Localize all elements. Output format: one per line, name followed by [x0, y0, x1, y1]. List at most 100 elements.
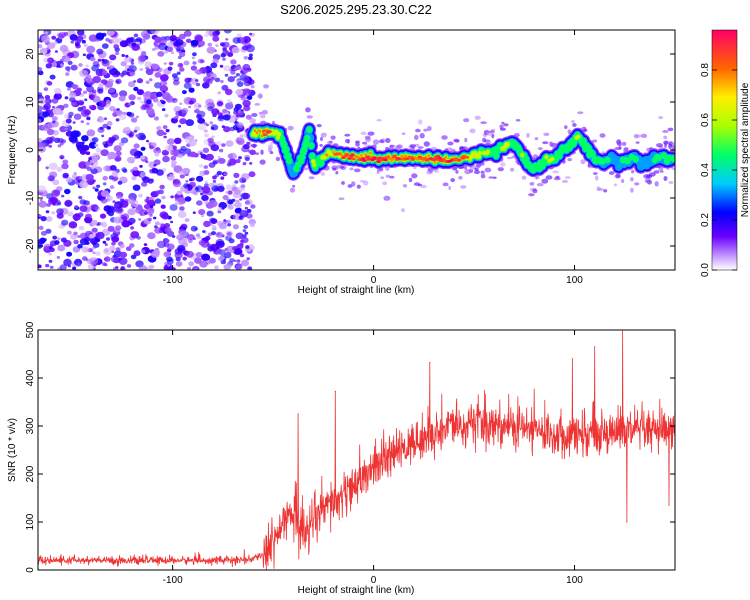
halo-speck — [261, 109, 268, 115]
noise-speck — [245, 114, 252, 120]
noise-speck — [141, 181, 148, 187]
noise-speck — [230, 59, 237, 65]
noise-speck — [38, 66, 43, 73]
noise-speck — [44, 31, 48, 35]
noise-speck — [67, 87, 71, 91]
noise-speck — [169, 204, 178, 211]
noise-speck — [79, 180, 89, 189]
noise-speck — [143, 243, 148, 247]
noise-speck — [163, 251, 171, 258]
noise-speck — [140, 30, 150, 38]
noise-speck — [189, 178, 193, 182]
noise-speck — [116, 108, 120, 111]
noise-speck — [176, 190, 183, 196]
noise-speck — [47, 42, 56, 49]
noise-speck — [144, 211, 148, 215]
halo-speck — [464, 169, 472, 175]
noise-speck — [102, 59, 108, 64]
noise-speck — [232, 37, 241, 44]
halo-speck — [668, 181, 674, 184]
halo-speck — [506, 156, 514, 160]
noise-speck — [233, 259, 237, 262]
noise-speck — [181, 107, 189, 114]
noise-speck — [195, 252, 203, 258]
noise-speck — [194, 108, 200, 114]
noise-speck — [77, 180, 81, 183]
y-tick-label: -10 — [25, 190, 36, 205]
noise-speck — [134, 155, 139, 160]
noise-speck — [235, 232, 244, 240]
halo-speck — [552, 170, 560, 174]
halo-speck — [380, 176, 385, 179]
noise-speck — [246, 257, 250, 261]
noise-speck — [239, 253, 245, 258]
noise-speck — [130, 62, 135, 65]
halo-speck — [428, 169, 434, 174]
halo-speck — [275, 156, 281, 162]
noise-speck — [62, 175, 67, 179]
noise-speck — [131, 42, 137, 47]
halo-speck — [663, 135, 668, 140]
halo-speck — [448, 185, 452, 191]
noise-speck — [119, 72, 125, 77]
halo-speck — [385, 174, 391, 178]
halo-speck — [259, 159, 266, 165]
noise-speck — [166, 174, 170, 177]
noise-speck — [38, 111, 47, 119]
ridge-mark — [477, 154, 482, 160]
noise-speck — [240, 95, 247, 101]
noise-speck — [129, 243, 135, 248]
ridge-mark — [326, 154, 329, 157]
noise-speck — [182, 167, 191, 175]
noise-speck — [83, 43, 88, 47]
noise-speck — [147, 265, 154, 270]
noise-speck — [239, 198, 243, 201]
halo-speck — [364, 135, 371, 140]
noise-speck — [89, 106, 93, 110]
noise-speck — [164, 113, 169, 118]
noise-speck — [128, 81, 136, 88]
noise-speck — [207, 245, 215, 252]
halo-speck — [614, 147, 622, 150]
noise-speck — [185, 180, 189, 183]
halo-speck — [543, 132, 550, 136]
ridge-peak — [392, 154, 397, 158]
noise-speck — [149, 145, 154, 150]
noise-speck — [113, 44, 120, 49]
noise-speck — [217, 220, 224, 227]
noise-speck — [96, 184, 101, 188]
noise-speck — [80, 109, 90, 117]
noise-speck — [127, 156, 135, 164]
noise-speck — [91, 227, 98, 233]
ridge-peak — [362, 159, 367, 163]
noise-speck — [189, 151, 197, 158]
ridge-mark — [660, 152, 668, 160]
noise-speck — [211, 135, 215, 139]
noise-speck — [132, 166, 139, 172]
noise-speck — [130, 231, 140, 239]
ridge-mark — [478, 150, 483, 156]
noise-speck — [203, 170, 210, 175]
noise-speck — [217, 91, 221, 95]
halo-speck — [382, 181, 388, 186]
noise-speck — [210, 124, 219, 131]
noise-speck — [79, 205, 88, 213]
noise-speck — [38, 44, 43, 49]
noise-speck — [77, 244, 83, 249]
noise-speck — [200, 214, 205, 218]
noise-speck — [241, 45, 249, 51]
ridge-mark — [283, 146, 290, 154]
noise-speck — [151, 47, 156, 52]
noise-speck — [239, 242, 244, 247]
noise-speck — [159, 184, 165, 190]
noise-speck — [146, 139, 149, 143]
noise-speck — [90, 168, 98, 175]
noise-speck — [174, 100, 178, 103]
noise-speck — [128, 209, 134, 214]
noise-speck — [221, 84, 229, 91]
noise-speck — [107, 210, 115, 217]
halo-speck — [349, 167, 354, 171]
noise-speck — [39, 47, 48, 55]
noise-speck — [79, 199, 87, 205]
noise-speck — [179, 33, 186, 40]
